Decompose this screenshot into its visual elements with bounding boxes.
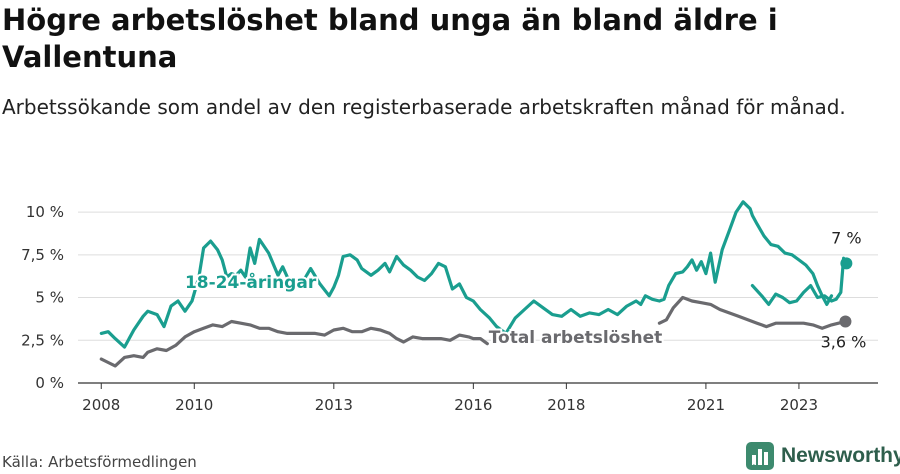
y-tick-label: 10 % xyxy=(26,203,64,221)
y-tick-label: 5 % xyxy=(35,289,64,307)
x-tick-label: 2008 xyxy=(82,396,120,414)
series-line-youth xyxy=(99,200,834,349)
x-tick-label: 2013 xyxy=(315,396,353,414)
grid-layer: 0 % 2,5 % 5 % 7,5 % 10 % xyxy=(21,203,878,392)
x-tick-label: 2016 xyxy=(454,396,492,414)
x-axis: 2008 2010 2013 2016 2018 2021 2023 xyxy=(82,383,818,414)
newsworthy-logo[interactable]: Newsworthy xyxy=(745,440,900,472)
chart-title: Högre arbetslöshet bland unga än bland ä… xyxy=(2,3,778,74)
series-labels: 18-24-åringar Total arbetslöshet 7 % 3,6 % xyxy=(183,228,867,351)
x-tick-label: 2023 xyxy=(780,396,818,414)
source-note: Källa: Arbetsförmedlingen xyxy=(2,453,197,471)
endpoint-marker-youth xyxy=(840,257,853,270)
series-label-youth: 18-24-åringar xyxy=(185,271,317,293)
x-tick-label: 2021 xyxy=(687,396,725,414)
chart-bars-icon xyxy=(746,442,774,470)
y-tick-label: 0 % xyxy=(35,374,64,392)
end-label-total: 3,6 % xyxy=(821,332,867,351)
series-line-youth-recent xyxy=(750,256,848,306)
endpoint-marker-total xyxy=(839,315,852,328)
y-tick-label: 7,5 % xyxy=(21,246,64,264)
series-line-total xyxy=(99,319,489,368)
x-tick-label: 2010 xyxy=(175,396,213,414)
end-label-youth: 7 % xyxy=(831,228,861,247)
series-layer xyxy=(99,200,853,368)
brand-name: Newsworthy xyxy=(781,444,900,467)
x-tick-label: 2018 xyxy=(547,396,585,414)
y-tick-label: 2,5 % xyxy=(21,331,64,349)
series-line-total-recent xyxy=(657,295,847,330)
chart-subtitle: Arbetssökande som andel av den registerb… xyxy=(2,95,846,119)
series-label-total: Total arbetslöshet xyxy=(489,328,663,348)
